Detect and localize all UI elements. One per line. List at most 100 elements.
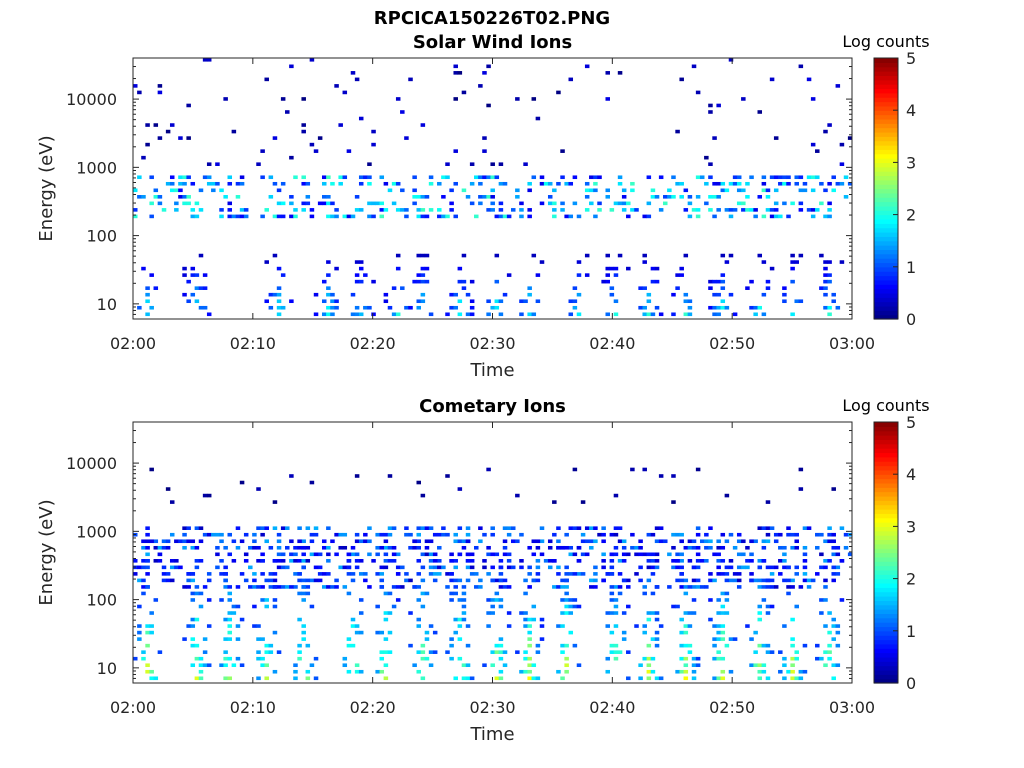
heatmap-cell [145,572,150,576]
heatmap-cell [252,578,257,583]
heatmap-cell [465,578,471,583]
heatmap-cell [757,676,763,681]
heatmap-cell [769,585,775,589]
heatmap-cell [219,539,224,544]
heatmap-cell [720,604,726,609]
heatmap-cell [823,129,828,134]
heatmap-cell [831,552,836,557]
heatmap-cell [704,539,709,544]
heatmap-cell [527,624,532,628]
heatmap-cell [831,624,836,628]
heatmap-cell [424,279,430,284]
heatmap-cell [317,201,323,206]
heatmap-cell [506,552,512,557]
heatmap-cell [198,676,204,681]
heatmap-cell [753,650,758,654]
heatmap-cell [326,260,331,264]
heatmap-cell [494,175,500,180]
heatmap-cell [293,208,298,212]
heatmap-cell [293,545,298,550]
heatmap-cell [679,572,684,576]
heatmap-cell [334,208,339,212]
heatmap-cell [490,162,495,166]
heatmap-cell [798,585,804,589]
heatmap-cell [161,572,167,576]
heatmap-cell [137,624,142,628]
heatmap-cell [268,175,274,180]
heatmap-cell [765,650,771,654]
heatmap-cell [794,545,799,550]
heatmap-cell [285,565,290,570]
heatmap-cell [823,663,828,668]
heatmap-cell [827,539,832,544]
heatmap-cell [654,585,660,589]
heatmap-cell [634,545,639,550]
heatmap-cell [326,526,331,530]
colorbar-segment [874,487,898,493]
heatmap-cell [539,624,545,628]
heatmap-cell [736,188,742,193]
heatmap-cell [494,279,500,284]
colorbar-segment [874,461,898,467]
heatmap-cell [704,181,709,186]
heatmap-cell [527,630,532,635]
heatmap-cell [605,572,610,576]
heatmap-cell [823,266,828,271]
heatmap-cell [354,77,360,82]
colorbar-segment [874,279,898,285]
heatmap-cell [326,559,331,563]
heatmap-cell [252,624,257,628]
heatmap-cell [584,195,590,199]
heatmap-cell [556,181,561,186]
heatmap-cell [330,181,335,186]
heatmap-cell [354,273,360,277]
heatmap-cell [424,526,430,530]
heatmap-cell [428,312,434,317]
heatmap-cell [379,175,385,180]
heatmap-cell [354,532,360,537]
heatmap-cell [835,565,841,570]
heatmap-cell [326,312,331,317]
heatmap-cell [506,273,512,277]
heatmap-cell [605,195,610,199]
heatmap-cell [243,578,249,583]
heatmap-cell [704,585,709,589]
heatmap-cell [584,181,590,186]
heatmap-cell [823,539,828,544]
heatmap-cell [264,77,269,82]
heatmap-cell [831,292,836,297]
heatmap-cell [428,559,434,563]
heatmap-cell [437,565,442,570]
colorbar-segment [874,456,898,462]
heatmap-cell [617,526,623,530]
heatmap-cell [552,500,557,504]
heatmap-cell [256,585,261,589]
heatmap-cell [802,578,808,583]
heatmap-cell [469,299,475,304]
heatmap-cell [675,129,680,134]
heatmap-cell [831,572,836,576]
heatmap-cell [654,565,660,570]
heatmap-cell [827,643,832,648]
heatmap-cell [593,539,598,544]
heatmap-cell [416,214,421,219]
heatmap-cell [687,545,693,550]
heatmap-cell [564,565,569,570]
heatmap-cell [149,624,154,628]
heatmap-cell [334,585,339,589]
x-tick-label: 02:30 [469,334,515,353]
heatmap-cell [831,565,836,570]
heatmap-cell [617,585,623,589]
heatmap-cell [654,617,660,622]
colorbar-segment [874,513,898,519]
heatmap-cell [782,201,787,206]
heatmap-cell [683,253,689,258]
heatmap-cell [831,539,836,544]
heatmap-cell [613,545,619,550]
heatmap-cell [342,175,348,180]
heatmap-cell [379,572,385,576]
heatmap-cell [272,253,278,258]
heatmap-cell [404,526,409,530]
heatmap-cell [839,260,845,264]
